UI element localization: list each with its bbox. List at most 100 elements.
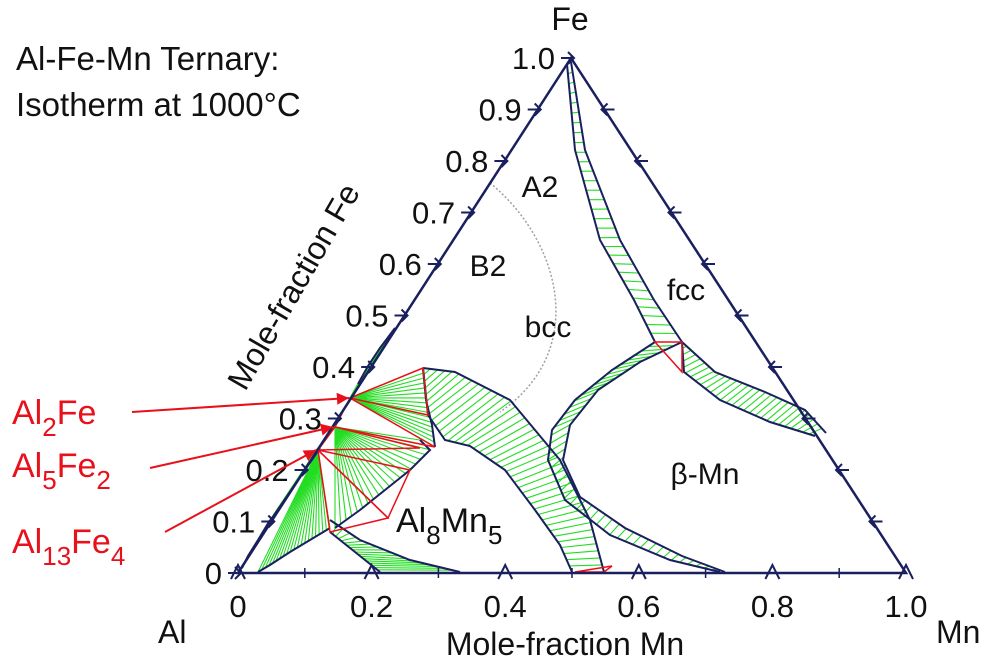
bcc-betamn-tie-line <box>632 535 642 545</box>
femn-edge-tick <box>600 102 615 117</box>
femn-edge-tick <box>767 360 782 374</box>
bcc-betamn-tie-line <box>624 531 635 542</box>
fe-tick-label: 0.9 <box>479 93 522 128</box>
bcc-al8mn5-tie-line <box>500 445 549 468</box>
mn-tick-mark <box>497 562 514 580</box>
fcc-betamn-tie-line <box>796 418 814 431</box>
mn-tick-label: 1.0 <box>884 589 927 624</box>
mn-tick-label: 0.2 <box>350 589 393 624</box>
bcc-fcc-boundary-b <box>570 61 683 343</box>
bcc-al8mn5-tie-line <box>442 393 499 438</box>
fcc-betamn-tie-line <box>709 377 732 393</box>
three-phase-triangle <box>574 565 613 573</box>
triangle-frame <box>235 55 909 575</box>
fe-tick-label: 0.8 <box>445 144 488 179</box>
bcc-al8mn5-tie-line <box>545 515 589 526</box>
al8mn5-low-tie-line <box>340 536 357 542</box>
al2fe-bcc-fan-tie-line <box>349 372 424 399</box>
al5fe2-fan-tie-line <box>334 426 374 500</box>
fe-tick-mark <box>327 411 343 426</box>
al2fe-bcc-fan-tie-line <box>349 397 428 409</box>
phase-label-al8mn5: Al8Mn5 <box>396 502 502 550</box>
fcc-betamn-tie-line <box>700 373 720 386</box>
bcc-betamn-tie-line <box>549 432 569 444</box>
fcc-betamn-tie-line <box>719 382 743 401</box>
bcc-al8mn5-tie-line <box>454 400 512 443</box>
bcc-betamn-tie-line <box>593 377 617 386</box>
femn-edge-tick <box>667 205 682 220</box>
bcc-al8mn5-tie-line <box>522 475 569 494</box>
bcc-al8mn5-tie-line <box>424 370 446 389</box>
bcc-al8mn5-tie-line <box>425 371 453 396</box>
fe-tick-label: 1.0 <box>512 41 555 76</box>
al2fe-bcc-fan-tie-line <box>349 387 425 399</box>
bcc-fcc-tie-line <box>571 111 580 114</box>
femn-edge-tick <box>801 411 816 426</box>
fcc-betamn-boundary-a <box>681 341 816 437</box>
bcc-betamn-tie-line <box>582 504 593 515</box>
fcc-betamn-tie-line <box>695 370 715 382</box>
al5fe2-arrow-line <box>149 426 334 469</box>
fcc-betamn-tie-line <box>725 384 749 404</box>
fe-tick-mark <box>527 102 543 117</box>
bcc-al8mn5-boundary-a <box>422 367 605 573</box>
al8mn5-low-tie-line <box>354 551 393 554</box>
three-phase-triangle <box>347 366 429 416</box>
mn-tick-mark <box>764 562 781 580</box>
title-line-2: Isotherm at 1000°C <box>16 86 301 123</box>
phase-label-fcc: fcc <box>667 274 705 307</box>
al2fe-bcc-fan-tie-line <box>349 397 434 438</box>
bcc-betamn-tie-line <box>670 553 679 561</box>
bcc-betamn-tie-line <box>576 500 586 510</box>
compound-callouts: Al2Fe Al5Fe2 Al13Fe4 <box>12 394 125 571</box>
fcc-betamn-tie-line <box>731 387 755 406</box>
al2fe-bcc-fan-tie-line <box>349 397 433 428</box>
bcc-betamn-tie-line <box>589 509 600 520</box>
fe-tick-label: 0.6 <box>379 247 422 282</box>
fcc-betamn-tie-line <box>760 399 783 419</box>
bcc-betamn-tie-line <box>574 391 597 402</box>
mn-tick-label: 0 <box>229 589 246 624</box>
mn-tick-mark <box>898 562 914 580</box>
fe-tick-label: 0.4 <box>312 350 355 385</box>
fcc-betamn-tie-line <box>748 394 772 414</box>
bcc-al8mn5-tie-line <box>484 428 535 457</box>
al8mn5-low-tie-line <box>343 540 364 544</box>
bcc-al8mn5-tie-line <box>435 386 486 427</box>
al5fe2-fan-tie-line <box>334 426 412 470</box>
al5fe2-fan-tie-line <box>334 426 421 460</box>
bcc-al8mn5-tie-line <box>534 495 579 510</box>
mn-tick-label: 0.4 <box>484 589 527 624</box>
fcc-betamn-tie-line <box>772 404 795 424</box>
bcc-fcc-tie-line <box>632 297 654 301</box>
al2fe-bcc-fan-tie-line <box>349 397 432 423</box>
al2fe-bcc-fan-tie-line <box>349 382 425 399</box>
bcc-al8mn5-tie-line <box>557 536 595 543</box>
al8mn5-low-tie-line <box>360 555 407 560</box>
bcc-al8mn5-tie-line <box>423 368 431 376</box>
al2fe-arrow-head <box>336 392 349 405</box>
mn-tick-mark <box>630 562 647 580</box>
fcc-betamn-tie-line <box>743 391 766 411</box>
fcc-betamn-tie-line <box>705 375 726 390</box>
al13fe4-arrow-line <box>164 449 317 533</box>
bcc-betamn-tie-line <box>609 523 620 536</box>
fe-tick-label: 0 <box>205 556 222 591</box>
phase-label-b2: B2 <box>470 250 507 283</box>
al5fe2-fan-tie-line <box>334 426 426 456</box>
bcc-betamn-tie-line <box>633 352 660 357</box>
al2fe-bcc-fan-tie-line <box>349 392 426 399</box>
mn-tick-label: 0.6 <box>617 589 660 624</box>
bcc-betamn-tie-line <box>563 404 587 415</box>
bcc-betamn-tie-line <box>612 363 638 370</box>
al2fe-bcc-fan-tie-line <box>349 377 425 399</box>
fcc-betamn-tie-line <box>778 407 800 426</box>
bcc-al8mn5-tie-line <box>495 439 544 464</box>
mn-tick-mark <box>363 562 380 580</box>
bcc-al8mn5-tie-line <box>538 502 582 516</box>
al-liquid-fan-tie-line <box>314 449 319 537</box>
frame-outline <box>235 55 909 575</box>
title-line-1: Al-Fe-Mn Ternary: <box>16 40 280 77</box>
fcc-betamn-tie-line <box>766 401 789 422</box>
